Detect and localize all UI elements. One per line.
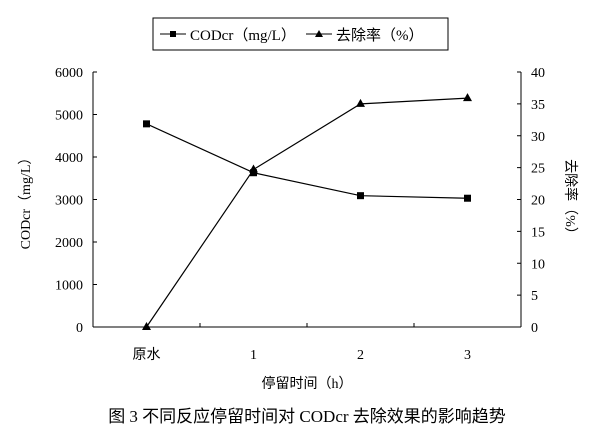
x-axis-label: 停留时间（h） — [262, 375, 353, 392]
y-right-tick-label: 20 — [531, 194, 545, 209]
cod-point — [357, 192, 364, 200]
y-right-tick-label: 10 — [531, 257, 545, 272]
series-line-1 — [146, 97, 468, 328]
y-left-tick-label: 5000 — [55, 109, 83, 124]
y-left-tick-label: 1000 — [55, 279, 83, 294]
removal-rate-point — [142, 322, 151, 330]
removal-rate-point — [356, 98, 365, 107]
legend-square-marker — [170, 31, 176, 37]
y-right-tick-label: 15 — [531, 225, 545, 240]
y-right-tick-label: 5 — [531, 289, 538, 304]
legend: CODcr（mg/L） 去除率（%） — [152, 17, 449, 51]
x-tick-label: 1 — [250, 348, 257, 363]
y-right-tick-label: 25 — [531, 162, 545, 177]
y-axis-right-label: 去除率（%） — [562, 159, 579, 241]
y-right-tick-label: 35 — [531, 98, 545, 113]
figure-caption: 图 3 不同反应停留时间对 CODcr 去除效果的影响趋势 — [108, 407, 506, 426]
y-left-tick-label: 6000 — [55, 66, 83, 81]
legend-label-removal: 去除率（%） — [336, 27, 424, 44]
y-left-tick-label: 2000 — [55, 236, 83, 251]
legend-label-cod: CODcr（mg/L） — [190, 27, 296, 44]
x-tick-label: 3 — [464, 348, 471, 363]
legend-box — [152, 17, 449, 51]
cod-point — [143, 120, 150, 128]
x-tick-label: 2 — [357, 348, 364, 363]
legend-triangle-marker — [315, 30, 323, 37]
cod-point — [250, 169, 257, 177]
y-right-tick-label: 40 — [531, 66, 545, 81]
series-line-0 — [146, 123, 468, 199]
removal-rate-point — [463, 93, 472, 102]
y-left-tick-label: 0 — [76, 321, 83, 336]
y-axis-left-label: CODcr（mg/L） — [18, 151, 34, 250]
cod-point — [464, 194, 471, 202]
y-left-tick-label: 4000 — [55, 151, 83, 166]
x-tick-label: 原水 — [133, 347, 161, 363]
y-right-tick-label: 0 — [531, 321, 538, 336]
y-right-tick-label: 30 — [531, 130, 545, 145]
removal-rate-point — [249, 164, 258, 173]
y-left-tick-label: 3000 — [55, 194, 83, 209]
